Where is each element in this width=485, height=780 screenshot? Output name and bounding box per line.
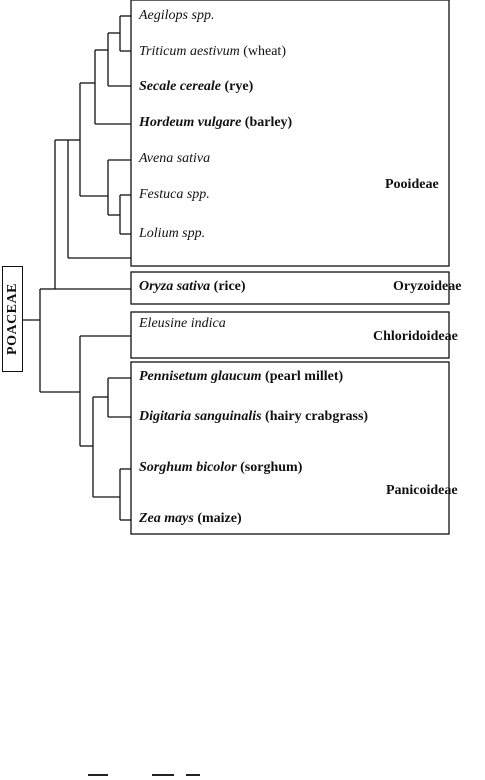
taxon-scientific-name: Secale cereale (139, 79, 222, 94)
taxon-scientific-name: Hordeum vulgare (139, 115, 242, 130)
taxon-scientific-name: Aegilops spp. (139, 8, 215, 23)
taxon-sorghum: Sorghum bicolor (sorghum) (139, 460, 302, 476)
subfamily-pooideae-label: Pooideae (385, 177, 439, 192)
taxon-festuca: Festuca spp. (139, 187, 210, 203)
taxon-scientific-name: Eleusine indica (139, 316, 226, 331)
taxon-scientific-name: Pennisetum glaucum (139, 369, 262, 384)
page-edge-marks (80, 770, 210, 780)
subfamily-chloridoideae-box (130, 311, 450, 359)
subfamily-pooideae-box (130, 0, 450, 267)
taxon-zea: Zea mays (maize) (139, 511, 242, 527)
family-label-box: POACEAE (2, 266, 23, 372)
subfamily-oryzoideae-box (130, 271, 450, 305)
subfamily-chloridoideae-label: Chloridoideae (373, 329, 458, 344)
subfamily-panicoideae-label: Panicoideae (386, 483, 458, 498)
taxon-scientific-name: Digitaria sanguinalis (139, 409, 262, 424)
taxon-scientific-name: Lolium spp. (139, 226, 206, 241)
taxon-scientific-name: Sorghum bicolor (139, 460, 237, 475)
taxon-scientific-name: Oryza sativa (139, 279, 211, 294)
taxon-scientific-name: Zea mays (139, 511, 194, 526)
taxon-common-name: (rye) (224, 79, 254, 94)
taxon-common-name: (maize) (197, 511, 242, 526)
taxon-common-name: (pearl millet) (265, 369, 344, 384)
taxon-common-name: (sorghum) (240, 460, 303, 475)
taxon-digitaria: Digitaria sanguinalis (hairy crabgrass) (139, 409, 368, 425)
taxon-common-name: (hairy crabgrass) (265, 409, 369, 424)
taxon-eleusine: Eleusine indica (139, 316, 226, 332)
subfamily-panicoideae-box (130, 361, 450, 535)
taxon-avena: Avena sativa (139, 151, 210, 167)
taxon-triticum: Triticum aestivum (wheat) (139, 44, 286, 60)
taxon-scientific-name: Avena sativa (139, 151, 211, 166)
taxon-scientific-name: Festuca spp. (139, 187, 210, 202)
taxon-common-name: (rice) (213, 279, 246, 294)
taxon-common-name: (barley) (244, 115, 293, 130)
taxon-scientific-name: Triticum aestivum (139, 44, 240, 59)
taxon-pennisetum: Pennisetum glaucum (pearl millet) (139, 369, 343, 385)
taxon-hordeum: Hordeum vulgare (barley) (139, 115, 292, 131)
taxon-aegilops: Aegilops spp. (139, 8, 214, 24)
taxon-oryza: Oryza sativa (rice) (139, 279, 246, 295)
taxon-secale: Secale cereale (rye) (139, 79, 253, 95)
family-label: POACEAE (4, 283, 20, 355)
subfamily-oryzoideae-label: Oryzoideae (393, 279, 462, 294)
taxon-common-name: (wheat) (243, 44, 286, 59)
taxon-lolium: Lolium spp. (139, 226, 205, 242)
